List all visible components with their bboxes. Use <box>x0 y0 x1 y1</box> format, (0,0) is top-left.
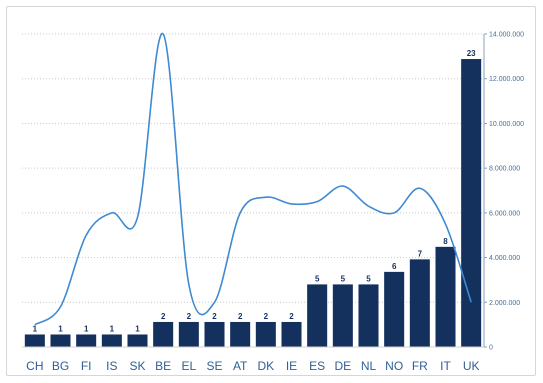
axis-layer: 0 2.000.000 4.000.000 6.000.000 8.000.000 10.… <box>22 32 524 352</box>
x-category-label: EL <box>181 359 196 373</box>
bar-value-label: 7 <box>418 249 423 258</box>
bar <box>230 321 251 347</box>
x-category-label: SE <box>206 359 222 373</box>
bar-value-label: 1 <box>84 324 89 333</box>
bar <box>307 284 328 347</box>
x-category-label: BE <box>155 359 171 373</box>
x-category-label: IE <box>286 359 297 373</box>
bar <box>435 246 456 347</box>
bar <box>127 334 148 347</box>
bar <box>332 284 353 347</box>
y-tick-label: 8.000.000 <box>489 166 520 173</box>
bar-value-label: 1 <box>33 324 38 333</box>
bar-value-label: 2 <box>161 312 166 321</box>
y-tick-label: 6.000.000 <box>489 210 520 217</box>
y-tick-label: 10.000.000 <box>489 121 524 128</box>
x-category-label: NO <box>385 359 403 373</box>
bar <box>204 321 225 347</box>
bar <box>76 334 97 347</box>
bar <box>153 321 174 347</box>
bar <box>255 321 276 347</box>
y-tick-label: 0 <box>489 345 493 352</box>
x-category-label: AT <box>233 359 248 373</box>
bar-value-label: 6 <box>392 262 397 271</box>
x-category-label: FI <box>81 359 92 373</box>
bar-value-label: 1 <box>110 324 115 333</box>
bar-value-label: 5 <box>366 274 371 283</box>
x-category-label: ES <box>309 359 325 373</box>
x-category-label: IT <box>440 359 451 373</box>
bar <box>281 321 302 347</box>
y-tick-label: 12.000.000 <box>489 76 524 83</box>
bar-value-label: 2 <box>264 312 269 321</box>
bar-value-label: 5 <box>341 274 346 283</box>
x-category-label: NL <box>361 359 377 373</box>
bar-value-label: 1 <box>135 324 140 333</box>
labels-layer: 1 CH 1 BG 1 FI 1 IS 1 SK 2 BE 2 EL 2 SE 2 AT 2 DK 2 IE 5 ES 5 DE 5… <box>26 49 479 373</box>
bar <box>409 259 430 347</box>
bar-value-label: 2 <box>238 312 243 321</box>
bar <box>50 334 71 347</box>
x-category-label: BG <box>52 359 69 373</box>
series-line <box>34 33 472 326</box>
grid-layer <box>22 33 484 303</box>
bar-value-label: 2 <box>212 312 217 321</box>
bar <box>178 321 199 347</box>
line-layer <box>34 33 472 326</box>
bar <box>384 271 405 347</box>
bar <box>461 59 482 347</box>
bars-layer <box>24 59 482 347</box>
bar <box>358 284 379 347</box>
x-category-label: SK <box>129 359 145 373</box>
bar-value-label: 8 <box>443 237 448 246</box>
bar-value-label: 2 <box>289 312 294 321</box>
x-category-label: DE <box>334 359 351 373</box>
bar-value-label: 5 <box>315 274 320 283</box>
bar-value-label: 1 <box>58 324 63 333</box>
bar-value-label: 2 <box>187 312 192 321</box>
x-category-label: FR <box>412 359 428 373</box>
bar <box>101 334 122 347</box>
x-category-label: DK <box>257 359 274 373</box>
y-tick-label: 14.000.000 <box>489 32 524 39</box>
y-tick-label: 4.000.000 <box>489 255 520 262</box>
x-category-label: CH <box>26 359 43 373</box>
y-tick-label: 2.000.000 <box>489 300 520 307</box>
bar <box>24 334 45 347</box>
x-category-label: UK <box>463 359 480 373</box>
bar-value-label: 23 <box>467 49 476 58</box>
x-category-label: IS <box>106 359 117 373</box>
